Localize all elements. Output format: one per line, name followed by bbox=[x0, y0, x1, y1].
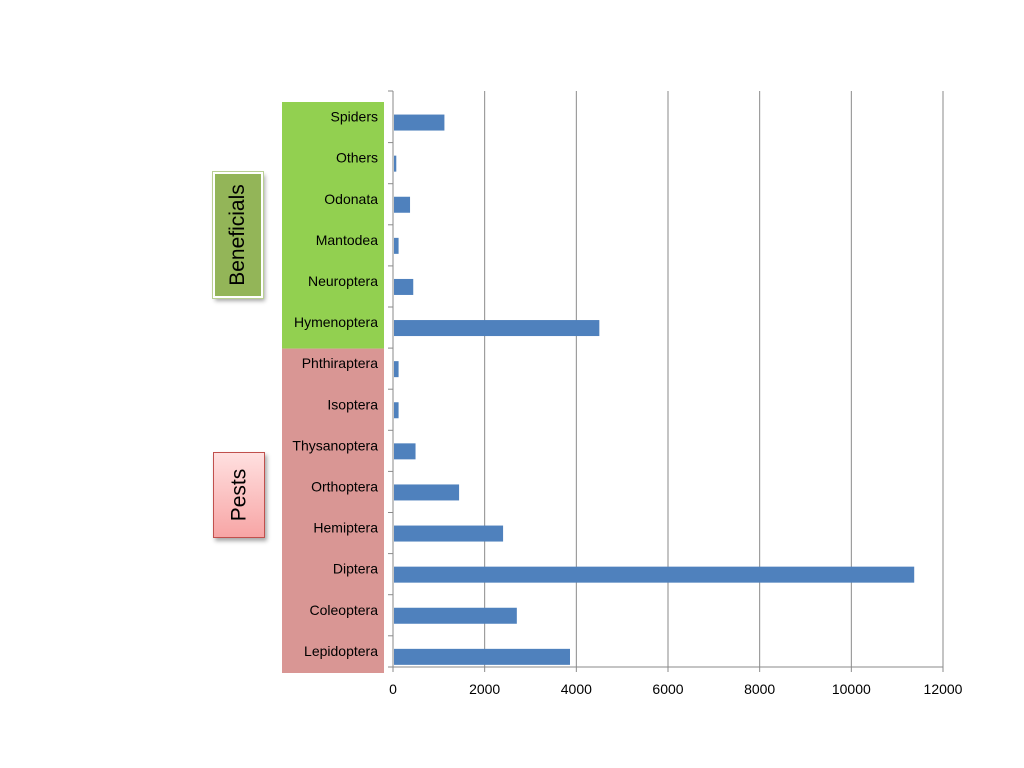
x-tick-label-12000: 12000 bbox=[924, 681, 963, 697]
x-tick-label-0: 0 bbox=[389, 681, 397, 697]
category-label-others: Others bbox=[336, 150, 378, 166]
category-label-hymenoptera: Hymenoptera bbox=[294, 314, 378, 330]
bar-mantodea bbox=[394, 237, 399, 254]
bar-isoptera bbox=[394, 402, 399, 419]
group-band-beneficials bbox=[282, 102, 384, 349]
bar-hymenoptera bbox=[394, 320, 600, 337]
category-label-diptera: Diptera bbox=[333, 561, 378, 577]
bars bbox=[394, 114, 915, 665]
category-label-thysanoptera: Thysanoptera bbox=[292, 437, 378, 453]
category-label-mantodea: Mantodea bbox=[316, 232, 378, 248]
bar-phthiraptera bbox=[394, 361, 399, 378]
beneficials-group-label: Beneficials bbox=[212, 171, 264, 299]
bar-neuroptera bbox=[394, 278, 414, 295]
tick-labels: 0 2000 4000 6000 8000 10000 12000 bbox=[389, 681, 963, 697]
category-label-neuroptera: Neuroptera bbox=[308, 273, 378, 289]
category-label-hemiptera: Hemiptera bbox=[313, 520, 378, 536]
gridlines bbox=[484, 91, 944, 667]
x-tick-label-2000: 2000 bbox=[469, 681, 500, 697]
axes bbox=[388, 90, 944, 672]
category-label-lepidoptera: Lepidoptera bbox=[304, 643, 378, 659]
category-labels: Spiders Others Odonata Mantodea Neuroptera Hy… bbox=[292, 109, 378, 659]
bar-hemiptera bbox=[394, 525, 504, 542]
category-label-isoptera: Isoptera bbox=[327, 396, 378, 412]
bar-orthoptera bbox=[394, 484, 460, 501]
x-tick-label-8000: 8000 bbox=[744, 681, 775, 697]
bar-thysanoptera bbox=[394, 443, 416, 460]
group-bands bbox=[282, 102, 384, 673]
group-band-pests bbox=[282, 348, 384, 673]
bar-diptera bbox=[394, 566, 915, 583]
pests-group-label: Pests bbox=[213, 452, 265, 538]
x-tick-label-6000: 6000 bbox=[652, 681, 683, 697]
category-label-phthiraptera: Phthiraptera bbox=[302, 355, 378, 371]
category-label-coleoptera: Coleoptera bbox=[310, 602, 379, 618]
category-label-spiders: Spiders bbox=[331, 109, 378, 125]
beneficials-label-text: Beneficials bbox=[226, 184, 249, 286]
bar-others bbox=[394, 155, 397, 172]
pests-label-text: Pests bbox=[227, 468, 250, 522]
x-tick-label-10000: 10000 bbox=[832, 681, 871, 697]
bar-spiders bbox=[394, 114, 445, 131]
bar-lepidoptera bbox=[394, 648, 570, 665]
bar-odonata bbox=[394, 196, 411, 213]
category-label-odonata: Odonata bbox=[324, 191, 378, 207]
x-tick-label-4000: 4000 bbox=[561, 681, 592, 697]
category-label-orthoptera: Orthoptera bbox=[311, 478, 378, 494]
bar-coleoptera bbox=[394, 607, 517, 624]
